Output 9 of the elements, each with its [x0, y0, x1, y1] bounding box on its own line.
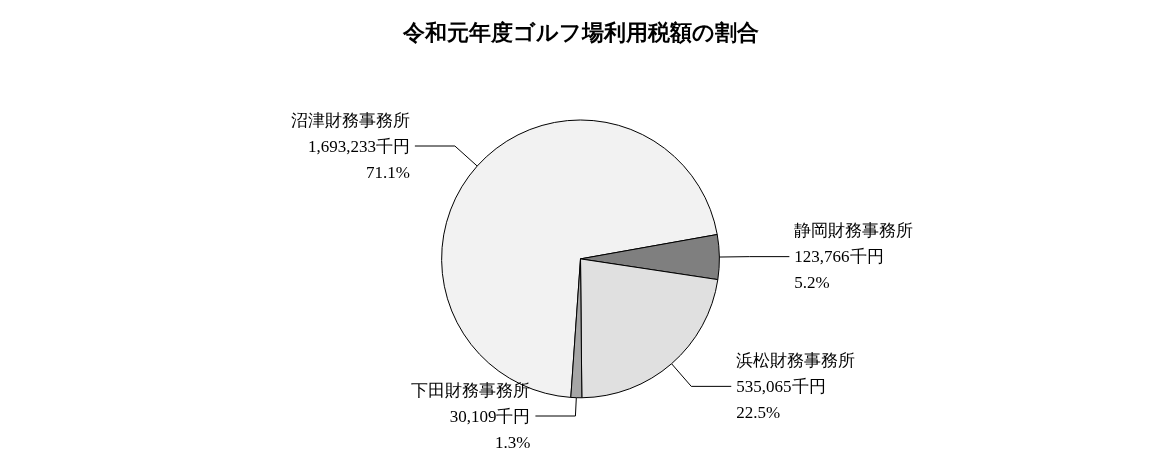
data-label: 30,109千円 1.3%: [449, 406, 531, 452]
data-label: 123,766千円 5.2%: [794, 247, 884, 293]
chart-title: 令和元年度ゴルフ場利用税額の割合: [401, 19, 759, 45]
slice-label: 沼津財務事務所: [290, 110, 410, 130]
data-label: 1,693,233千円 71.1%: [307, 136, 410, 182]
slice-label: 静岡財務事務所: [794, 221, 914, 241]
slice-label: 下田財務事務所: [411, 380, 531, 400]
data-label: 535,065千円 22.5%: [736, 376, 826, 422]
slice-label: 浜松財務事務所: [736, 350, 856, 370]
